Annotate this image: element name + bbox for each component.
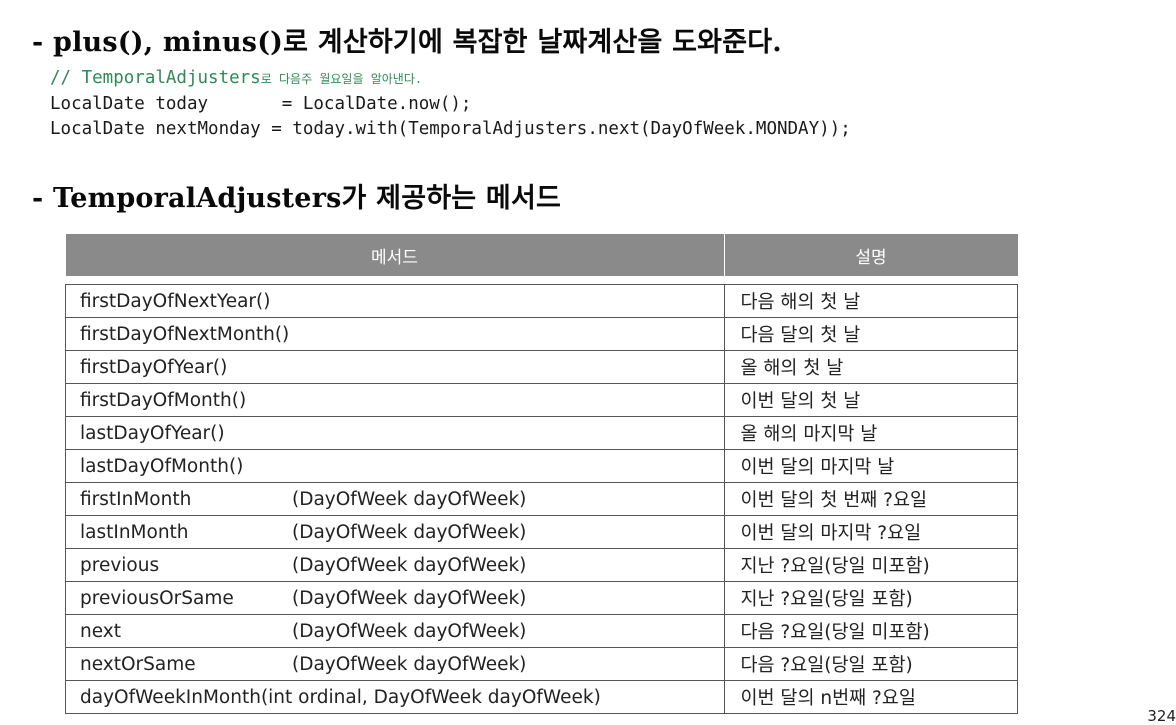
description-cell: 지난 ?요일(당일 포함)	[723, 581, 1018, 615]
method-params: (DayOfWeek dayOfWeek)	[292, 620, 527, 642]
table-row: firstDayOfMonth() 이번 달의 첫 날	[65, 383, 1018, 417]
table-row: firstDayOfNextYear() 다음 해의 첫 날	[65, 284, 1018, 318]
table-row: previousOrSame (DayOfWeek dayOfWeek) 지난 ?요…	[65, 581, 1018, 615]
header-method: 메서드	[65, 234, 725, 276]
method-cell: firstDayOfNextMonth()	[65, 317, 725, 351]
section-heading-adjusters: - TemporalAdjusters가 제공하는 메서드	[32, 183, 562, 214]
method-name: firstDayOfNextMonth()	[80, 323, 290, 345]
method-name: lastInMonth	[80, 521, 189, 543]
method-cell: dayOfWeekInMonth(int ordinal, DayOfWeek …	[65, 680, 725, 714]
method-params: (DayOfWeek dayOfWeek)	[292, 653, 527, 675]
code-block: // TemporalAdjusters로 다음주 월요일을 알아낸다. Loc…	[50, 66, 851, 142]
code-comment-korean: 로 다음주 월요일을 알아낸다.	[260, 72, 423, 86]
header-gap	[66, 276, 1018, 285]
method-name: firstDayOfMonth()	[80, 389, 247, 411]
method-name: nextOrSame	[80, 653, 196, 675]
method-name: firstDayOfNextYear()	[80, 290, 271, 312]
table-row: lastDayOfMonth() 이번 달의 마지막 날	[65, 449, 1018, 483]
method-params: (DayOfWeek dayOfWeek)	[292, 521, 527, 543]
description-cell: 다음 ?요일(당일 포함)	[723, 647, 1018, 681]
methods-table: 메서드 설명 firstDayOfNextYear() 다음 해의 첫 날 firs…	[65, 234, 1018, 714]
method-name: dayOfWeekInMonth(int ordinal, DayOfWeek …	[80, 686, 601, 708]
methods-table-body: firstDayOfNextYear() 다음 해의 첫 날 firstDayOfN…	[65, 276, 1018, 714]
description-cell: 이번 달의 첫 번째 ?요일	[723, 482, 1018, 516]
description-cell: 올 해의 첫 날	[723, 350, 1018, 384]
description-cell: 이번 달의 첫 날	[723, 383, 1018, 417]
table-row: lastInMonth (DayOfWeek dayOfWeek) 이번 달의 마지…	[65, 515, 1018, 549]
method-cell: previous (DayOfWeek dayOfWeek)	[65, 548, 725, 582]
table-row: firstDayOfYear() 올 해의 첫 날	[65, 350, 1018, 384]
code-line-today: LocalDate today = LocalDate.now();	[50, 94, 472, 114]
description-cell: 다음 달의 첫 날	[723, 317, 1018, 351]
header-description: 설명	[724, 234, 1018, 276]
table-row: next (DayOfWeek dayOfWeek) 다음 ?요일(당일 미포함)	[65, 614, 1018, 648]
method-name: next	[80, 620, 121, 642]
method-cell: lastInMonth (DayOfWeek dayOfWeek)	[65, 515, 725, 549]
code-comment-prefix: // TemporalAdjusters	[50, 68, 261, 88]
table-header-row: 메서드 설명	[65, 234, 1018, 276]
method-cell: firstInMonth (DayOfWeek dayOfWeek)	[65, 482, 725, 516]
description-cell: 지난 ?요일(당일 미포함)	[723, 548, 1018, 582]
method-cell: firstDayOfYear()	[65, 350, 725, 384]
table-row: previous (DayOfWeek dayOfWeek) 지난 ?요일(당일 미…	[65, 548, 1018, 582]
table-row: dayOfWeekInMonth(int ordinal, DayOfWeek …	[65, 680, 1018, 714]
method-params: (DayOfWeek dayOfWeek)	[292, 587, 527, 609]
method-name: previousOrSame	[80, 587, 234, 609]
code-line-next-monday: LocalDate nextMonday = today.with(Tempor…	[50, 119, 851, 139]
method-name: firstInMonth	[80, 488, 192, 510]
code-comment: // TemporalAdjusters로 다음주 월요일을 알아낸다.	[50, 68, 422, 88]
method-cell: lastDayOfYear()	[65, 416, 725, 450]
method-cell: next (DayOfWeek dayOfWeek)	[65, 614, 725, 648]
description-cell: 올 해의 마지막 날	[723, 416, 1018, 450]
table-row: firstDayOfNextMonth() 다음 달의 첫 날	[65, 317, 1018, 351]
description-cell: 이번 달의 마지막 날	[723, 449, 1018, 483]
method-cell: lastDayOfMonth()	[65, 449, 725, 483]
method-name: lastDayOfMonth()	[80, 455, 244, 477]
method-cell: nextOrSame (DayOfWeek dayOfWeek)	[65, 647, 725, 681]
description-cell: 다음 해의 첫 날	[723, 284, 1018, 318]
description-cell: 다음 ?요일(당일 미포함)	[723, 614, 1018, 648]
method-cell: firstDayOfNextYear()	[65, 284, 725, 318]
page-number: 324	[1147, 707, 1176, 725]
method-cell: previousOrSame (DayOfWeek dayOfWeek)	[65, 581, 725, 615]
method-params: (DayOfWeek dayOfWeek)	[292, 488, 527, 510]
section-heading-date-calc: - plus(), minus()로 계산하기에 복잡한 날짜계산을 도와준다.	[32, 27, 782, 58]
description-cell: 이번 달의 n번째 ?요일	[723, 680, 1018, 714]
method-params: (DayOfWeek dayOfWeek)	[292, 554, 527, 576]
description-cell: 이번 달의 마지막 ?요일	[723, 515, 1018, 549]
table-row: lastDayOfYear() 올 해의 마지막 날	[65, 416, 1018, 450]
method-cell: firstDayOfMonth()	[65, 383, 725, 417]
method-name: lastDayOfYear()	[80, 422, 225, 444]
table-row: nextOrSame (DayOfWeek dayOfWeek) 다음 ?요일(당일…	[65, 647, 1018, 681]
method-name: firstDayOfYear()	[80, 356, 228, 378]
method-name: previous	[80, 554, 160, 576]
table-row: firstInMonth (DayOfWeek dayOfWeek) 이번 달의 첫…	[65, 482, 1018, 516]
